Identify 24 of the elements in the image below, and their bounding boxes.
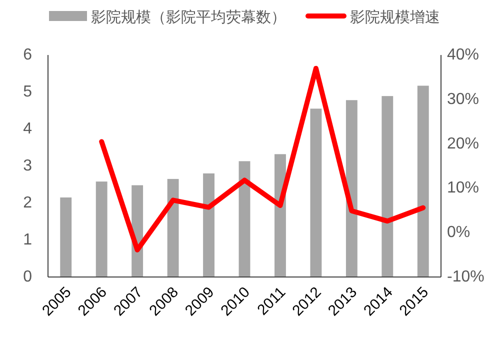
bar (310, 108, 322, 277)
y2-tick-label: 0% (447, 224, 470, 242)
y2-tick-label: 30% (447, 90, 480, 108)
bar (167, 178, 179, 277)
y-tick-label: 2 (23, 194, 32, 212)
bar (203, 173, 214, 277)
bar (417, 86, 429, 277)
y-tick-label: 0 (23, 268, 32, 286)
y-tick-label: 5 (23, 84, 32, 100)
legend-label: 影院规模增速 (350, 9, 440, 26)
y-tick-label: 4 (23, 120, 32, 138)
y-tick-label: 3 (23, 158, 32, 174)
bar (60, 197, 72, 277)
y2-tick-label: 20% (447, 135, 480, 152)
bar (238, 161, 250, 277)
y-tick-label: 1 (23, 232, 32, 248)
y2-tick-label: -10% (447, 268, 484, 286)
bar (382, 96, 394, 277)
legend-label: 影院规模（影院平均荧幕数） (91, 9, 286, 26)
bar (346, 100, 358, 277)
y2-tick-label: 10% (447, 180, 480, 197)
y-tick-label: 6 (23, 46, 32, 64)
y2-tick-label: 40% (447, 46, 480, 64)
bar (96, 182, 108, 277)
